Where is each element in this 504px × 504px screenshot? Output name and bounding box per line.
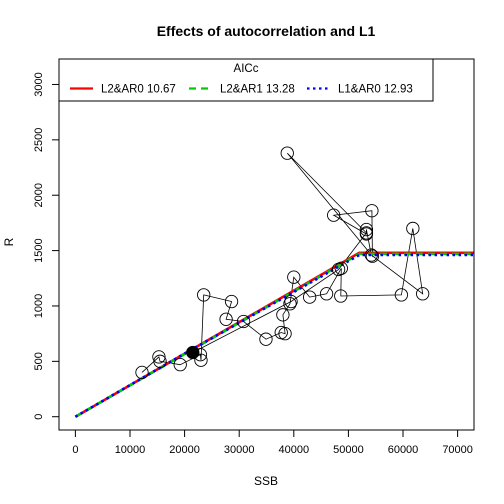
legend-title: AICc (234, 63, 259, 75)
y-tick-label-3: 1500 (33, 238, 45, 262)
chart-title: Effects of autocorrelation and L1 (157, 23, 376, 39)
x-tick-label-5: 50000 (333, 444, 364, 456)
fit-line-2 (74, 253, 474, 418)
x-tick-label-7: 70000 (442, 444, 473, 456)
data-point-29 (280, 146, 294, 160)
y-tick-label-5: 2500 (33, 128, 45, 152)
data-point-26 (327, 208, 341, 222)
data-point-30 (359, 226, 374, 240)
y-tick-label-2: 1000 (33, 294, 45, 318)
data-point-9 (236, 314, 251, 329)
data-point-0 (135, 365, 149, 380)
data-point-23 (364, 248, 378, 262)
data-point-16 (302, 290, 317, 304)
data-point-10 (259, 332, 273, 346)
x-tick-label-0: 0 (72, 444, 78, 456)
data-point-28 (365, 249, 380, 263)
fit-line-0 (74, 251, 474, 418)
legend-entry-0: L2&AR0 10.67 (101, 84, 176, 96)
plot-layer (74, 146, 474, 418)
data-point-20 (394, 288, 409, 302)
data-point-32 (284, 294, 298, 309)
data-point-6 (197, 288, 211, 302)
data-point-19 (334, 289, 348, 303)
legend-entry-1: L2&AR1 13.28 (220, 84, 295, 96)
data-point-14 (283, 297, 297, 311)
data-point-27 (365, 204, 379, 218)
data-point-24 (359, 222, 374, 237)
x-tick-label-6: 60000 (388, 444, 419, 456)
data-point-2 (153, 354, 167, 368)
y-tick-label-1: 500 (33, 352, 45, 370)
data-point-17 (319, 287, 334, 301)
x-tick-label-4: 40000 (279, 444, 310, 456)
x-axis-label: SSB (254, 474, 278, 488)
data-point-3 (173, 358, 187, 372)
data-point-13 (276, 308, 290, 322)
data-point-8 (219, 312, 233, 326)
data-point-1 (152, 350, 166, 364)
y-tick-label-0: 0 (33, 414, 45, 420)
y-tick-label-6: 3000 (33, 72, 45, 96)
y-axis-label: R (2, 237, 16, 246)
data-point-12 (278, 327, 292, 341)
y-tick-label-4: 2000 (33, 183, 45, 207)
data-point-31 (331, 262, 346, 277)
plot-frame (58, 58, 475, 431)
data-point-7 (224, 294, 239, 309)
x-tick-label-3: 30000 (224, 444, 255, 456)
data-point-5 (194, 353, 208, 367)
x-tick-label-1: 10000 (115, 444, 146, 456)
legend: AICc L2&AR0 10.67 L2&AR1 13.28 L1&AR0 12.93 (58, 58, 434, 102)
observation-path (141, 152, 424, 373)
x-tick-label-2: 20000 (169, 444, 200, 456)
data-point-22 (416, 287, 430, 301)
legend-entry-2: L1&AR0 12.93 (338, 84, 413, 96)
data-point-15 (287, 270, 301, 284)
data-point-33 (186, 345, 200, 360)
data-point-21 (406, 221, 420, 236)
